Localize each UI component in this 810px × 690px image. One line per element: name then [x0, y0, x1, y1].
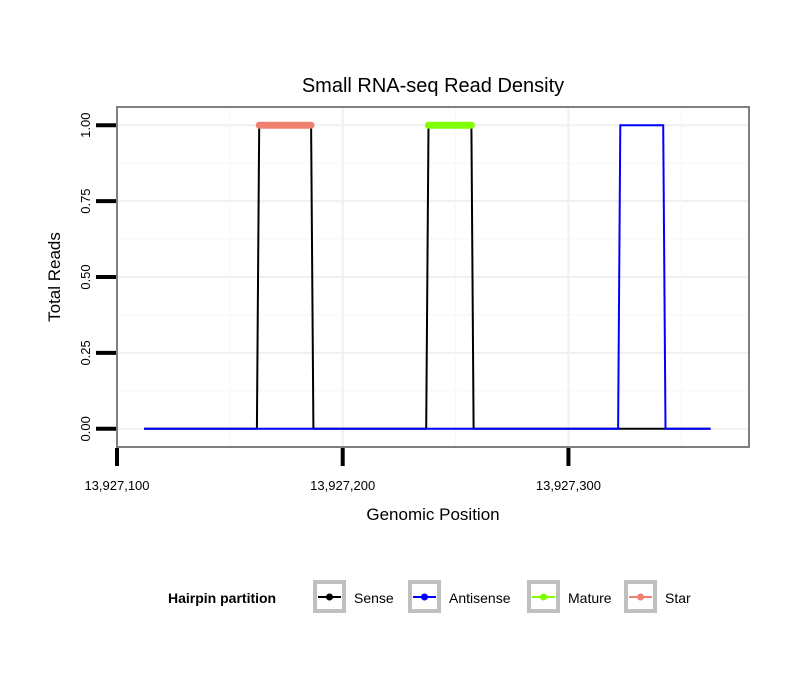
- series-line-antisense: [144, 124, 711, 430]
- legend-label: Star: [665, 590, 691, 606]
- legend-key-point: [540, 593, 547, 601]
- chart-title: Small RNA-seq Read Density: [302, 75, 564, 97]
- series-layer: [144, 121, 711, 430]
- y-axis-title: Total Reads: [45, 232, 64, 322]
- legend-item-sense: Sense: [313, 580, 394, 613]
- legend-label: Mature: [568, 590, 612, 606]
- legend-key-point: [637, 593, 644, 601]
- y-tick-label: 0.75: [78, 188, 93, 213]
- legend-item-star: Star: [624, 580, 691, 613]
- y-tick-label: 0.00: [78, 416, 93, 441]
- x-tick-label: 13,927,200: [310, 478, 375, 493]
- legend: Hairpin partition Sense Antisense Mature St…: [168, 580, 691, 613]
- legend-title: Hairpin partition: [168, 590, 276, 606]
- legend-label: Antisense: [449, 590, 511, 606]
- y-tick-label: 1.00: [78, 113, 93, 138]
- y-tick-label: 0.50: [78, 264, 93, 289]
- grid-lines: [116, 107, 749, 447]
- plot-panel-border: [116, 106, 750, 448]
- x-axis: 13,927,100 13,927,200 13,927,300: [84, 448, 601, 493]
- y-tick-label: 0.25: [78, 340, 93, 365]
- x-tick-label: 13,927,100: [84, 478, 149, 493]
- legend-label: Sense: [354, 590, 394, 606]
- legend-item-mature: Mature: [527, 580, 612, 613]
- x-axis-title: Genomic Position: [366, 505, 499, 524]
- legend-key-box: [408, 580, 441, 613]
- legend-key-point: [326, 593, 333, 601]
- y-axis: 0.00 0.25 0.50 0.75 1.00: [78, 113, 116, 441]
- x-tick-label: 13,927,300: [536, 478, 601, 493]
- legend-key-point: [421, 593, 428, 601]
- legend-item-antisense: Antisense: [408, 580, 511, 613]
